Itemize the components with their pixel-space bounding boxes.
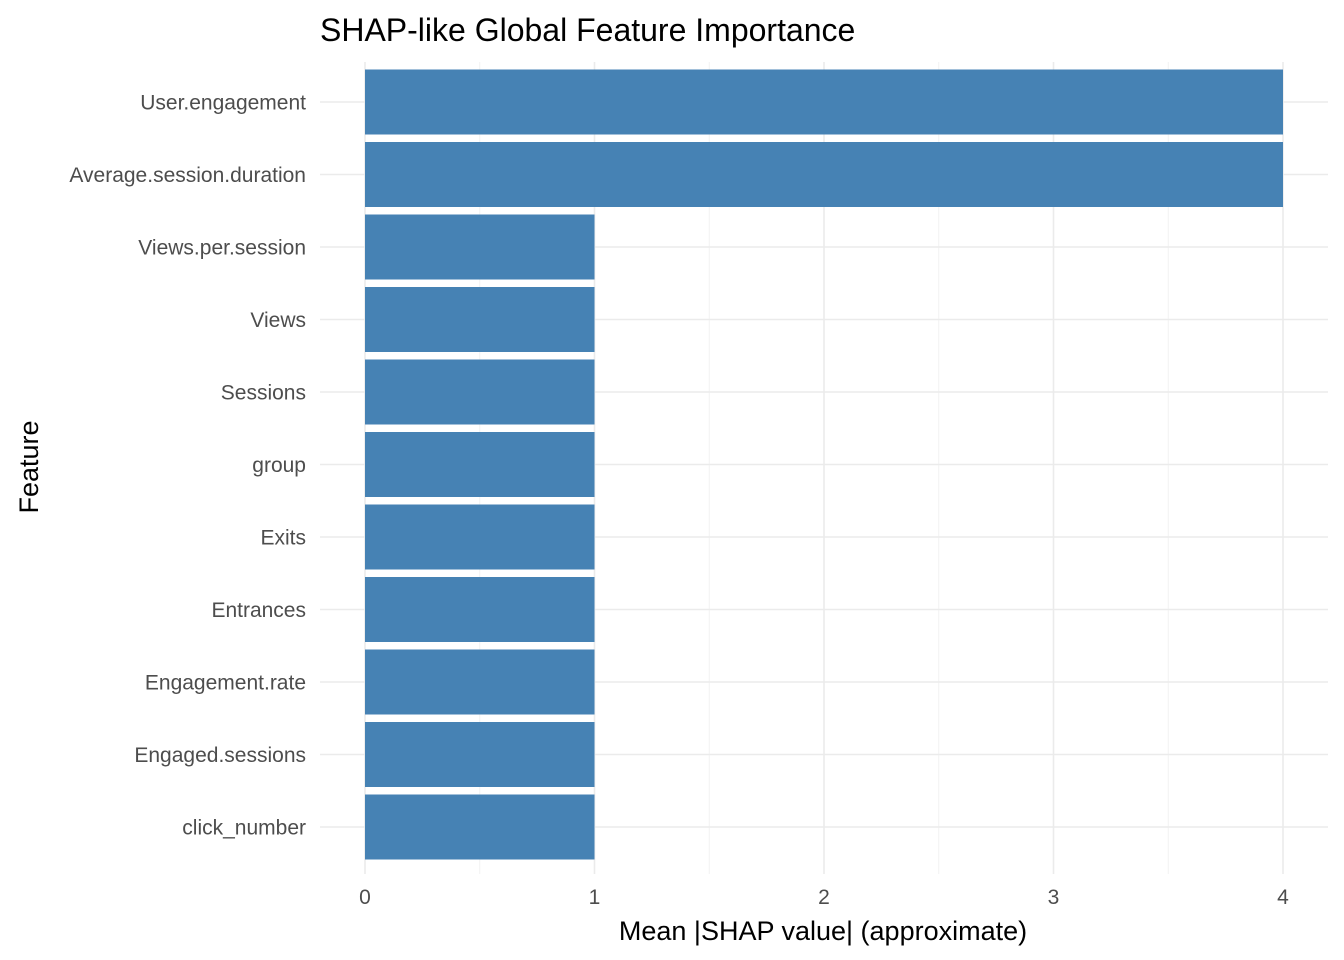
y-tick-label: click_number [182,817,306,840]
bar-average-session-duration [365,142,1283,207]
y-tick-label: User.engagement [140,92,306,115]
y-tick-labels: User.engagement Average.session.duration V… [69,92,306,840]
x-tick-label: 3 [1048,886,1060,909]
bar-engaged-sessions [365,722,595,787]
y-tick-label: group [252,454,306,477]
x-tick-label: 0 [359,886,371,909]
x-tick-label: 1 [589,886,601,909]
y-tick-label: Engaged.sessions [134,744,306,767]
x-axis-title: Mean |SHAP value| (approximate) [619,916,1027,946]
bar-group [365,432,595,497]
y-tick-label: Sessions [221,382,306,405]
y-tick-label: Views.per.session [138,237,306,260]
bar-entrances [365,577,595,642]
bar-click-number [365,794,595,860]
bar-exits [365,504,595,570]
bar-views-per-session [365,214,595,280]
bar-layer [365,69,1283,860]
y-tick-label: Entrances [211,599,306,622]
x-tick-label: 2 [818,886,830,909]
y-tick-label: Exits [260,527,306,550]
x-tick-labels: 0 1 2 3 4 [359,886,1289,909]
chart-title: SHAP-like Global Feature Importance [320,12,855,48]
bar-engagement-rate [365,649,595,715]
y-tick-label: Average.session.duration [69,164,306,187]
y-axis-title: Feature [14,420,44,513]
y-tick-label: Engagement.rate [145,672,306,695]
bar-sessions [365,359,595,425]
bar-views [365,287,595,352]
y-tick-label: Views [250,309,306,332]
x-tick-label: 4 [1277,886,1289,909]
bar-user-engagement [365,69,1283,135]
